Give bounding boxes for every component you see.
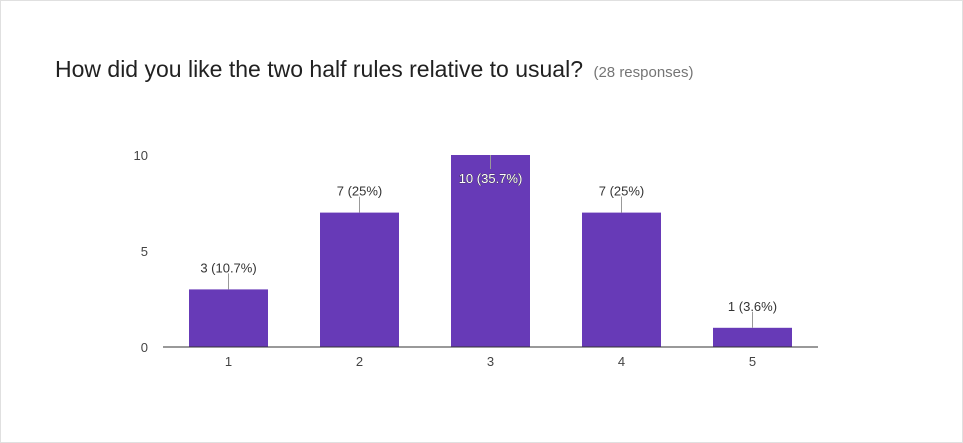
question-title: How did you like the two half rules rela…: [55, 56, 584, 82]
x-tick-label: 1: [225, 354, 232, 369]
x-axis-ticks: 1 2 3 4 5: [225, 354, 756, 369]
bar: [189, 289, 268, 347]
x-tick-label: 4: [618, 354, 625, 369]
x-tick-label: 2: [356, 354, 363, 369]
x-tick-label: 3: [487, 354, 494, 369]
bar: [451, 155, 530, 347]
bar: [320, 212, 399, 347]
question-header: How did you like the two half rules rela…: [55, 56, 694, 83]
y-axis-ticks: 0 5 10: [134, 148, 148, 355]
x-tick-label: 5: [749, 354, 756, 369]
response-count: (28 responses): [593, 64, 694, 81]
bar: [713, 327, 792, 347]
y-tick-label: 5: [141, 244, 148, 259]
data-label: 1 (3.6%): [728, 299, 777, 314]
y-tick-label: 0: [141, 340, 148, 355]
y-tick-label: 10: [134, 148, 148, 163]
data-label: 7 (25%): [599, 184, 645, 199]
data-label: 3 (10.7%): [200, 260, 256, 275]
bar: [582, 212, 661, 347]
data-label: 10 (35.7%): [459, 171, 523, 186]
data-label: 7 (25%): [337, 184, 383, 199]
label-leaders: [228, 155, 753, 328]
data-labels: 3 (10.7%) 7 (25%) 10 (35.7%) 7 (25%) 1 (3.6%…: [200, 171, 777, 314]
bars: [189, 155, 792, 347]
